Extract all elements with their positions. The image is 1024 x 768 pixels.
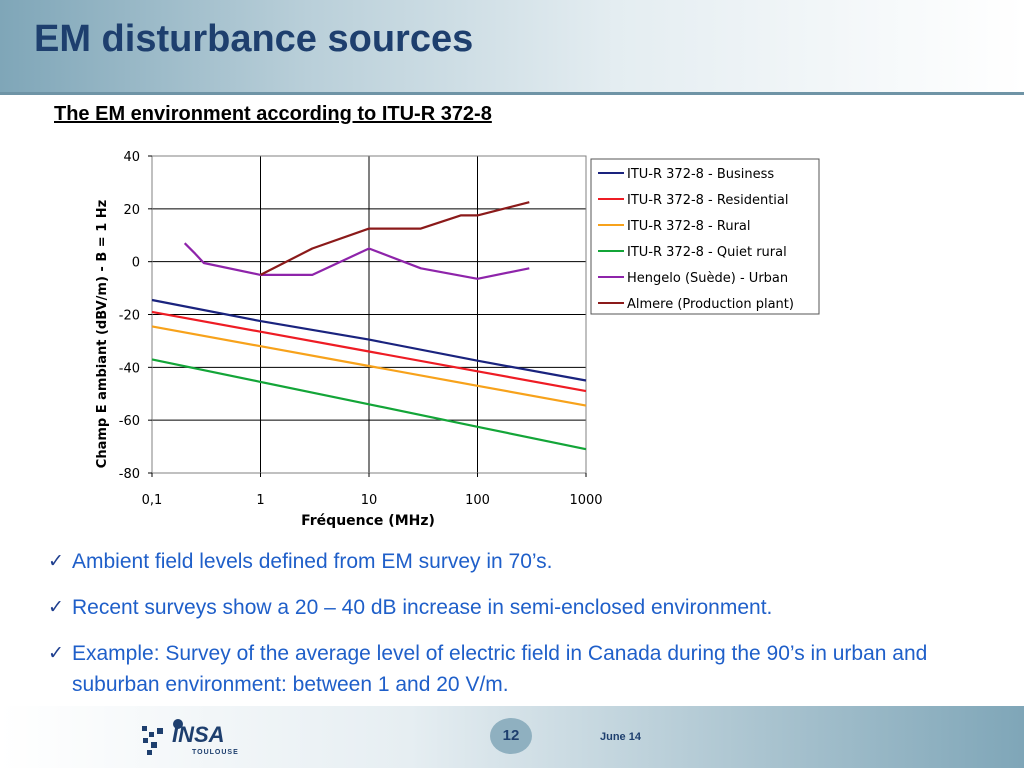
chart-series: [151, 201, 587, 451]
page-number: 12: [490, 718, 532, 754]
check-icon: ✓: [48, 551, 64, 572]
x-tick-label: 0,1: [142, 493, 163, 508]
y-tick-label: 20: [123, 203, 140, 218]
bullet-list: ✓ Ambient field levels defined from EM su…: [48, 546, 988, 715]
bullet-item: ✓ Recent surveys show a 20 – 40 dB increa…: [48, 592, 988, 623]
x-tick-label: 10: [361, 493, 378, 508]
logo-subtext: TOULOUSE: [192, 749, 239, 756]
legend-label: ITU-R 372-8 - Residential: [627, 193, 788, 208]
x-tick-label: 100: [465, 493, 490, 508]
y-tick-label: -40: [119, 361, 140, 376]
bullet-item: ✓ Example: Survey of the average level of…: [48, 638, 988, 700]
x-axis-label: Fréquence (MHz): [301, 513, 435, 529]
legend-label: ITU-R 372-8 - Business: [627, 167, 774, 182]
legend-label: Hengelo (Suède) - Urban: [627, 271, 788, 286]
chart-subtitle: The EM environment according to ITU-R 37…: [54, 103, 492, 125]
slide-title: EM disturbance sources: [34, 18, 474, 60]
series-line-almere-production-plant: [260, 201, 530, 276]
y-tick-label: 0: [132, 256, 140, 271]
legend-box: [590, 158, 820, 315]
series-line-itu-r-372-8-residential: [151, 310, 587, 393]
header-divider: [0, 92, 1024, 95]
y-tick-label: 40: [123, 150, 140, 165]
footer-date: June 14: [600, 731, 641, 743]
bullet-text: Recent surveys show a 20 – 40 dB increas…: [72, 596, 773, 619]
bullet-item: ✓ Ambient field levels defined from EM su…: [48, 546, 988, 577]
y-tick-label: -80: [119, 467, 140, 482]
series-line-itu-r-372-8-rural: [151, 325, 587, 407]
y-axis-label: Champ E ambiant (dBV/m) - B = 1 Hz: [95, 200, 110, 468]
header-band: [0, 0, 1024, 92]
check-icon: ✓: [48, 597, 64, 618]
y-tick-label: -60: [119, 414, 140, 429]
bullet-text: Example: Survey of the average level of …: [72, 642, 928, 696]
series-line-itu-r-372-8-quiet-rural: [151, 358, 587, 451]
x-tick-label: 1000: [569, 493, 602, 508]
legend-label: Almere (Production plant): [627, 297, 794, 312]
check-icon: ✓: [48, 643, 64, 664]
insa-logo-icon: [142, 719, 183, 755]
legend-label: ITU-R 372-8 - Rural: [627, 219, 751, 234]
y-tick-label: -20: [119, 309, 140, 324]
chart-ticks: -80 -60 -40 -20 0 20 40 0,1 1 10 100 1000: [119, 150, 603, 508]
bullet-text: Ambient field levels defined from EM sur…: [72, 550, 553, 573]
logo-text: INSA: [172, 722, 225, 747]
x-tick-label: 1: [256, 493, 264, 508]
series-line-hengelo-su-de-urban: [183, 242, 530, 280]
legend-label: ITU-R 372-8 - Quiet rural: [627, 245, 787, 260]
chart-legend: ITU-R 372-8 - Business ITU-R 372-8 - Resi…: [590, 158, 820, 315]
series-line-itu-r-372-8-business: [151, 298, 587, 382]
